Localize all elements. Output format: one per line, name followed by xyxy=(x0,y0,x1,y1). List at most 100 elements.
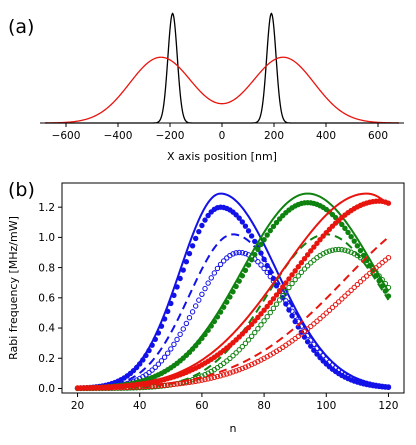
panel-b-blue-open-circles-point xyxy=(233,250,239,256)
panel-b-green-open-circles-point xyxy=(304,263,311,269)
panel-b-green-filled-dots-point xyxy=(342,225,348,232)
panel-b-green-open-circles-point xyxy=(298,269,305,276)
panel-b-blue-open-circles-point xyxy=(230,251,236,257)
panel-b-x-tick-label: 80 xyxy=(257,400,270,412)
panel-b-green-filled-dots-point xyxy=(280,212,286,219)
panel-b-blue-open-circles-point xyxy=(161,354,168,360)
panel-b-blue-filled-dots-point xyxy=(192,235,199,242)
panel-b-red-open-circles-point xyxy=(367,270,373,276)
panel-b-red-open-circles-point xyxy=(230,369,236,375)
panel-b-blue-filled-dots-point xyxy=(174,284,180,290)
panel-b-green-filled-dots-point xyxy=(233,283,239,290)
panel-b-red-open-circles-point xyxy=(121,384,127,391)
panel-b-blue-open-circles-point xyxy=(286,303,292,309)
panel-b-x-tick-label: 120 xyxy=(378,400,398,412)
panel-b-blue-open-circles-point xyxy=(311,341,317,348)
panel-b-y-tick-label: 0.0 xyxy=(38,383,55,395)
panel-b-red-filled-dots-point xyxy=(314,240,320,247)
panel-b-red-filled-dots-point xyxy=(301,256,308,262)
panel-b-x-tick-label: 40 xyxy=(133,400,146,412)
panel-b-blue-filled-dots-point xyxy=(130,367,137,374)
panel-b-red-filled-dots-point xyxy=(308,248,314,254)
panel-b-red-open-circles-point xyxy=(252,360,258,366)
panel-b-blue-open-circles-point xyxy=(385,384,392,390)
panel-b-green-filled-dots-point xyxy=(252,251,258,258)
panel-a-label: (a) xyxy=(8,16,34,38)
panel-b-red-open-circles-point xyxy=(311,321,317,327)
panel-b-red-filled-dots-point xyxy=(280,284,286,290)
panel-b-green-filled-dots-point xyxy=(224,299,230,305)
panel-b-green-open-circles-point xyxy=(320,251,326,257)
panel-b-green-filled-dots-point xyxy=(220,304,227,310)
panel-b-red-dashed-line xyxy=(77,236,390,390)
panel-a-x-tick-label: −600 xyxy=(52,130,81,142)
panel-b-green-filled-dots-point xyxy=(351,238,357,244)
panel-b-blue-filled-dots-point xyxy=(161,316,168,322)
panel-b-red-open-circles-point xyxy=(112,385,118,391)
panel-b-red-open-circles-point xyxy=(99,385,106,391)
panel-b-series-area xyxy=(74,192,392,392)
panel-b-green-filled-dots-point xyxy=(214,314,221,320)
panel-b-blue-open-circles-point xyxy=(180,326,186,332)
panel-b-blue-open-circles-point xyxy=(323,356,329,362)
panel-b-blue-open-circles-point xyxy=(189,309,196,315)
panel-b-red-open-circles-point xyxy=(348,287,354,293)
panel-b-blue-open-circles-point xyxy=(152,364,158,370)
panel-b-blue-open-circles-point xyxy=(214,265,221,272)
panel-b-green-filled-dots-point xyxy=(270,223,277,230)
panel-b-red-filled-dots-point xyxy=(255,314,261,321)
panel-b-red-filled-dots-point xyxy=(286,276,292,282)
panel-b-green-filled-dots-point xyxy=(345,229,351,236)
panel-b-blue-filled-dots-point xyxy=(155,330,162,336)
panel-b-green-filled-dots-point xyxy=(205,327,211,333)
panel-a-x-tick-label: 400 xyxy=(316,130,336,142)
panel-b-red-open-circles-point xyxy=(227,370,233,376)
panel-b-red-open-circles-point xyxy=(155,383,162,389)
panel-b-green-filled-dots-point xyxy=(339,221,345,228)
panel-b-red-filled-dots-point xyxy=(385,200,392,206)
panel-b-green-open-circles-point xyxy=(270,305,277,312)
panel-b-red-open-circles-point xyxy=(74,385,81,391)
panel-b-red-open-circles-point xyxy=(105,385,112,391)
panel-b-blue-open-circles-point xyxy=(261,265,267,272)
panel-b-green-open-circles-point xyxy=(379,276,385,283)
panel-b-y-tick-label: 1.0 xyxy=(38,232,55,244)
panel-b-green-open-circles-point xyxy=(273,301,280,307)
panel-b-blue-filled-dots-point xyxy=(140,357,146,363)
panel-b-blue-open-circles-point xyxy=(348,374,354,381)
panel-b-red-filled-dots-point xyxy=(289,272,295,278)
panel-b-red-open-circles-point xyxy=(345,290,351,296)
panel-b-blue-open-circles-point xyxy=(273,283,280,289)
panel-b-y-axis-title: Rabi frequency [MHz/mW] xyxy=(7,216,20,360)
panel-b-red-filled-dots-point xyxy=(311,244,317,250)
panel-b-green-filled-dots-point xyxy=(261,236,267,243)
panel-b-green-open-circles-point xyxy=(308,260,314,266)
panel-b-green-filled-dots-point xyxy=(242,267,249,274)
panel-b-green-filled-dots-point xyxy=(199,335,205,342)
panel-b-red-open-circles-point xyxy=(351,284,357,291)
panel-b-blue-open-circles-point xyxy=(351,376,357,382)
panel-b-blue-filled-dots-point xyxy=(137,361,143,367)
panel-b-green-filled-dots-point xyxy=(255,246,261,253)
panel-b-blue-open-circles-point xyxy=(165,350,171,356)
panel-b-green-open-circles-point xyxy=(363,260,370,266)
panel-b-frame xyxy=(61,182,405,394)
panel-b-red-filled-dots-point xyxy=(283,280,289,286)
panel-b-red-open-circles-point xyxy=(189,379,196,385)
panel-b-blue-open-circles-point xyxy=(354,377,361,384)
panel-b-y-tick-label: 1.2 xyxy=(38,202,55,214)
panel-b-red-open-circles-point xyxy=(320,313,326,319)
panel-b-green-open-circles-point xyxy=(239,343,246,350)
panel-b-red-filled-dots-point xyxy=(267,300,274,306)
panel-b-green-filled-dots-point xyxy=(239,273,246,279)
panel-b-green-filled-dots-point xyxy=(183,352,190,359)
panel-b-red-open-circles-point xyxy=(90,385,96,391)
panel-b-blue-filled-dots-point xyxy=(171,292,177,298)
panel-b-red-open-circles-point xyxy=(158,382,165,389)
panel-b-red-open-circles-point xyxy=(127,384,134,390)
panel-b-blue-filled-dots-point xyxy=(189,243,196,249)
panel-b-red-open-circles-point xyxy=(332,301,339,308)
panel-b-green-open-circles-point xyxy=(258,322,264,328)
panel-b-green-filled-dots-point xyxy=(189,346,196,352)
panel-b-red-open-circles-point xyxy=(174,381,180,387)
